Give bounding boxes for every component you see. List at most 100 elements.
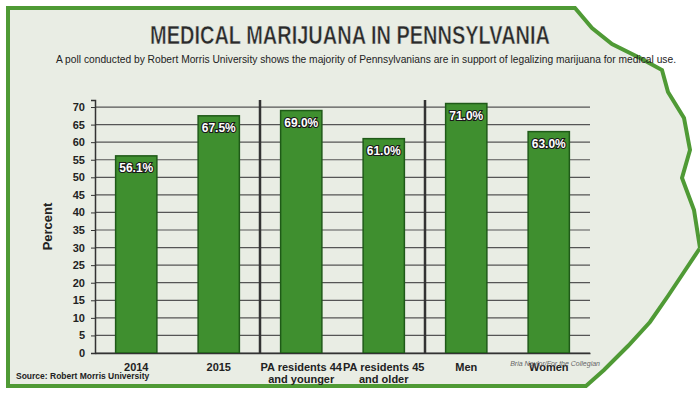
title: MEDICAL MARIJUANA IN PENNSYLVANIA	[150, 21, 550, 49]
y-tick: 55	[73, 154, 95, 166]
y-tick-label: 50	[73, 171, 85, 183]
y-tick: 70	[73, 101, 95, 113]
y-tick-mark	[91, 318, 95, 319]
grid-line	[95, 282, 590, 283]
x-tick: PA residents 44and younger	[261, 361, 343, 386]
y-tick-label: 40	[73, 206, 85, 218]
data-label: 61.0%	[367, 144, 401, 158]
source: Source: Robert Morris University	[16, 371, 149, 381]
x-tick-label-line: and older	[359, 373, 409, 385]
y-tick: 45	[73, 189, 95, 201]
bar	[363, 139, 404, 353]
grid-line	[95, 335, 590, 336]
y-tick: 20	[73, 277, 95, 289]
y-tick-mark	[91, 212, 95, 213]
data-label: 63.0%	[532, 137, 566, 151]
group-separator	[259, 100, 262, 353]
y-tick-label: 45	[73, 189, 85, 201]
x-tick-label-line: and younger	[268, 373, 335, 385]
x-tick-label-line: PA residents 45	[343, 361, 424, 373]
x-tick-label: Men	[455, 361, 477, 373]
data-labels: 56.1% 67.5% 69.0% 61.0% 71.0% 63.0%	[119, 109, 566, 175]
grid-line	[95, 300, 590, 301]
data-label: 69.0%	[284, 116, 318, 130]
y-tick-label: 25	[73, 259, 85, 271]
grid-line	[95, 177, 590, 178]
grid-line	[95, 106, 590, 107]
y-tick-mark	[91, 335, 95, 336]
y-tick-label: 30	[73, 242, 85, 254]
y-tick-label: 15	[73, 294, 85, 306]
y-axis: 0 5 10 15 20 25 30 35 40 45 50 55 60 65 70	[73, 101, 96, 360]
y-tick-label: 70	[73, 101, 85, 113]
grid-line	[95, 317, 590, 318]
subtitle: A poll conducted by Robert Morris Univer…	[56, 53, 676, 65]
x-tick: PA residents 45and older	[343, 361, 424, 386]
y-tick: 65	[73, 119, 95, 131]
x-axis-line	[96, 353, 591, 355]
data-label: 56.1%	[119, 161, 153, 175]
chart: 051015202530354045505560657020142015PA r…	[0, 0, 700, 399]
grid-line	[95, 352, 590, 353]
y-tick: 10	[73, 312, 95, 324]
y-tick-label: 10	[73, 312, 85, 324]
grid-line	[95, 229, 590, 230]
y-tick: 30	[73, 242, 95, 254]
y-tick: 50	[73, 171, 95, 183]
credit: Bria Naylor/For the Collegian	[510, 360, 600, 368]
y-tick-label: 5	[79, 329, 85, 341]
grid-line	[95, 124, 590, 125]
y-axis-title: Percent	[40, 202, 55, 250]
y-tick-mark	[91, 300, 95, 301]
y-tick-mark	[91, 107, 95, 108]
bar	[281, 111, 322, 353]
y-tick-label: 35	[73, 224, 85, 236]
y-tick-mark	[91, 142, 95, 143]
y-tick-label: 0	[79, 347, 85, 359]
x-tick-label: PA residents 45and older	[343, 361, 424, 386]
y-tick-mark	[91, 177, 95, 178]
grid-line	[95, 247, 590, 248]
y-tick-label: 65	[73, 119, 85, 131]
grid	[95, 107, 590, 353]
plot: 051015202530354045505560657020142015PA r…	[73, 100, 591, 385]
y-tick: 40	[73, 206, 95, 218]
bar	[116, 156, 157, 353]
y-tick-mark	[91, 248, 95, 249]
bar	[528, 132, 569, 353]
y-tick-mark	[91, 283, 95, 284]
y-tick-mark	[91, 160, 95, 161]
y-tick: 25	[73, 259, 95, 271]
x-tick-label-line: 2015	[207, 361, 231, 373]
y-tick-mark	[91, 265, 95, 266]
grid-line	[95, 142, 590, 143]
data-label: 71.0%	[449, 109, 483, 123]
y-tick: 15	[73, 294, 95, 306]
y-tick-label: 55	[73, 154, 85, 166]
group-separator	[424, 100, 427, 353]
bar	[198, 116, 239, 353]
y-tick-mark	[91, 230, 95, 231]
y-tick-mark	[91, 125, 95, 126]
x-tick-label-line: Men	[455, 361, 477, 373]
y-tick-label: 60	[73, 136, 85, 148]
y-axis-line	[91, 101, 96, 354]
y-tick-mark	[91, 195, 95, 196]
x-tick-label: PA residents 44and younger	[261, 361, 343, 386]
state-outline	[8, 8, 700, 386]
grid-line	[95, 159, 590, 160]
grid-line	[95, 194, 590, 195]
y-tick: 5	[79, 329, 95, 341]
grid-line	[95, 265, 590, 266]
data-label: 67.5%	[202, 121, 236, 135]
grid-line	[95, 212, 590, 213]
y-tick-label: 20	[73, 277, 85, 289]
y-tick-mark	[91, 353, 95, 354]
bar	[446, 104, 487, 353]
x-tick-label: 2015	[207, 361, 231, 373]
x-tick: Men	[455, 361, 477, 373]
x-axis: 20142015PA residents 44and youngerPA res…	[96, 354, 591, 386]
y-tick: 0	[79, 347, 95, 359]
bars	[116, 104, 570, 353]
y-tick: 60	[73, 136, 95, 148]
